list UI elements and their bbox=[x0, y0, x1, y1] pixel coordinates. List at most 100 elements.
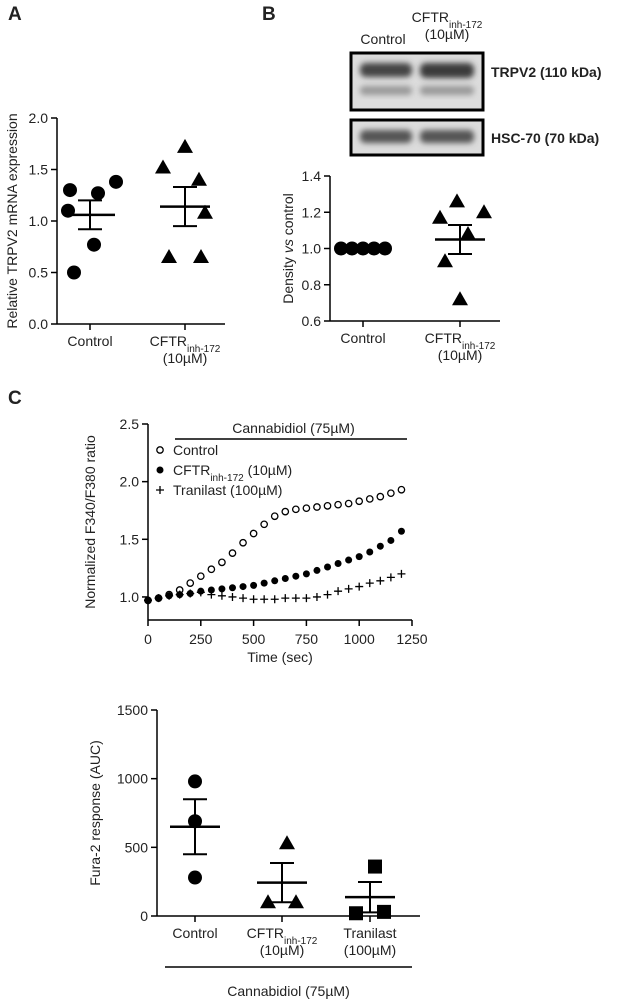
x-tick-label-part: inh-172 bbox=[187, 344, 221, 355]
lane-label-part: inh-172 bbox=[449, 20, 483, 31]
point bbox=[228, 584, 236, 592]
point bbox=[377, 904, 391, 919]
point bbox=[228, 549, 237, 557]
point bbox=[260, 894, 276, 909]
point bbox=[397, 527, 405, 535]
x-tick-label-line2: (10µM) bbox=[438, 347, 483, 363]
point bbox=[270, 512, 279, 521]
point bbox=[397, 569, 406, 578]
blot-band bbox=[360, 86, 412, 95]
y-axis-label: Density vs control bbox=[280, 193, 296, 304]
legend-label-part: inh-172 bbox=[210, 473, 244, 484]
x-tick-label-part: inh-172 bbox=[462, 341, 496, 352]
point bbox=[368, 859, 382, 874]
blot-frame bbox=[349, 51, 485, 112]
point bbox=[323, 590, 332, 599]
blot-band bbox=[420, 86, 474, 95]
y-tick-label: 2.0 bbox=[120, 474, 140, 490]
point bbox=[288, 894, 304, 909]
point bbox=[355, 497, 364, 506]
point bbox=[344, 499, 353, 508]
point bbox=[366, 548, 374, 556]
point bbox=[239, 594, 248, 603]
point bbox=[312, 592, 321, 601]
point bbox=[452, 291, 468, 306]
point bbox=[161, 249, 177, 264]
y-axis-label-part: vs bbox=[280, 239, 296, 253]
point bbox=[349, 906, 363, 921]
point bbox=[91, 186, 105, 201]
point bbox=[193, 249, 209, 264]
point bbox=[302, 504, 311, 513]
y-tick-label: 0.6 bbox=[302, 313, 322, 329]
point bbox=[207, 586, 215, 594]
legend-label: Tranilast (100µM) bbox=[173, 482, 282, 498]
y-axis-label: Normalized F340/F380 ratio bbox=[82, 435, 98, 609]
lane-label-part: CFTR bbox=[412, 9, 449, 25]
x-tick-label: Tranilast bbox=[343, 925, 396, 941]
point bbox=[302, 594, 311, 603]
x-tick-label: CFTRinh-172 bbox=[425, 330, 496, 352]
point bbox=[437, 253, 453, 268]
legend-label-part: CFTR bbox=[173, 462, 210, 478]
legend-label-part: (10µM) bbox=[244, 462, 293, 478]
blot-band bbox=[420, 130, 474, 143]
legend-marker bbox=[156, 486, 164, 494]
point bbox=[365, 579, 374, 588]
blot-band bbox=[420, 63, 474, 78]
point bbox=[376, 576, 385, 585]
x-tick-label: 500 bbox=[242, 631, 266, 647]
point bbox=[188, 870, 202, 885]
point bbox=[154, 594, 163, 603]
x-tick-label: 750 bbox=[295, 631, 319, 647]
point bbox=[270, 595, 279, 604]
point bbox=[291, 594, 300, 603]
point bbox=[87, 237, 101, 252]
x-tick-label-part: Control bbox=[340, 330, 385, 346]
y-tick-label: 1.4 bbox=[302, 168, 322, 184]
point bbox=[460, 226, 476, 240]
y-tick-label: 1500 bbox=[117, 702, 148, 718]
y-axis-label-part: Density bbox=[280, 253, 296, 304]
point bbox=[217, 591, 226, 600]
y-axis-label-part: Relative TRPV2 mRNA expression bbox=[4, 113, 20, 328]
sem-bar bbox=[358, 880, 382, 914]
y-tick-label: 1.2 bbox=[302, 204, 322, 220]
point bbox=[218, 585, 226, 593]
point bbox=[196, 588, 205, 597]
point bbox=[397, 485, 406, 494]
legend-marker bbox=[156, 446, 164, 454]
point bbox=[228, 592, 237, 601]
x-tick-label-part: Tranilast bbox=[343, 925, 396, 941]
lane-label-part: Control bbox=[360, 31, 405, 47]
x-tick-label-part: CFTR bbox=[247, 925, 284, 941]
point bbox=[324, 563, 332, 571]
point bbox=[109, 174, 123, 189]
point bbox=[260, 579, 268, 587]
y-tick-label: 1.5 bbox=[120, 531, 140, 547]
x-tick-label: CFTRinh-172 bbox=[150, 333, 221, 355]
sem-bar bbox=[448, 223, 472, 255]
panel-label: C bbox=[8, 388, 22, 409]
band-label: TRPV2 (110 kDa) bbox=[491, 64, 602, 80]
blot-band bbox=[360, 130, 412, 143]
x-tick-label: Control bbox=[172, 925, 217, 941]
point bbox=[355, 582, 364, 591]
point bbox=[188, 774, 202, 789]
sem-bar bbox=[183, 798, 207, 856]
point bbox=[63, 183, 77, 198]
point bbox=[175, 590, 184, 599]
point bbox=[292, 572, 300, 580]
point bbox=[250, 581, 258, 589]
point bbox=[345, 556, 353, 564]
y-tick-label: 2.0 bbox=[29, 110, 49, 126]
point bbox=[186, 589, 195, 598]
point bbox=[249, 529, 258, 538]
point bbox=[313, 566, 321, 574]
x-tick-label-part: Control bbox=[172, 925, 217, 941]
y-axis-label-part: Fura-2 response (AUC) bbox=[87, 740, 103, 886]
y-tick-label: 1.0 bbox=[120, 589, 140, 605]
y-tick-label: 0 bbox=[140, 908, 148, 924]
x-tick-label-line2: (10µM) bbox=[163, 350, 208, 366]
